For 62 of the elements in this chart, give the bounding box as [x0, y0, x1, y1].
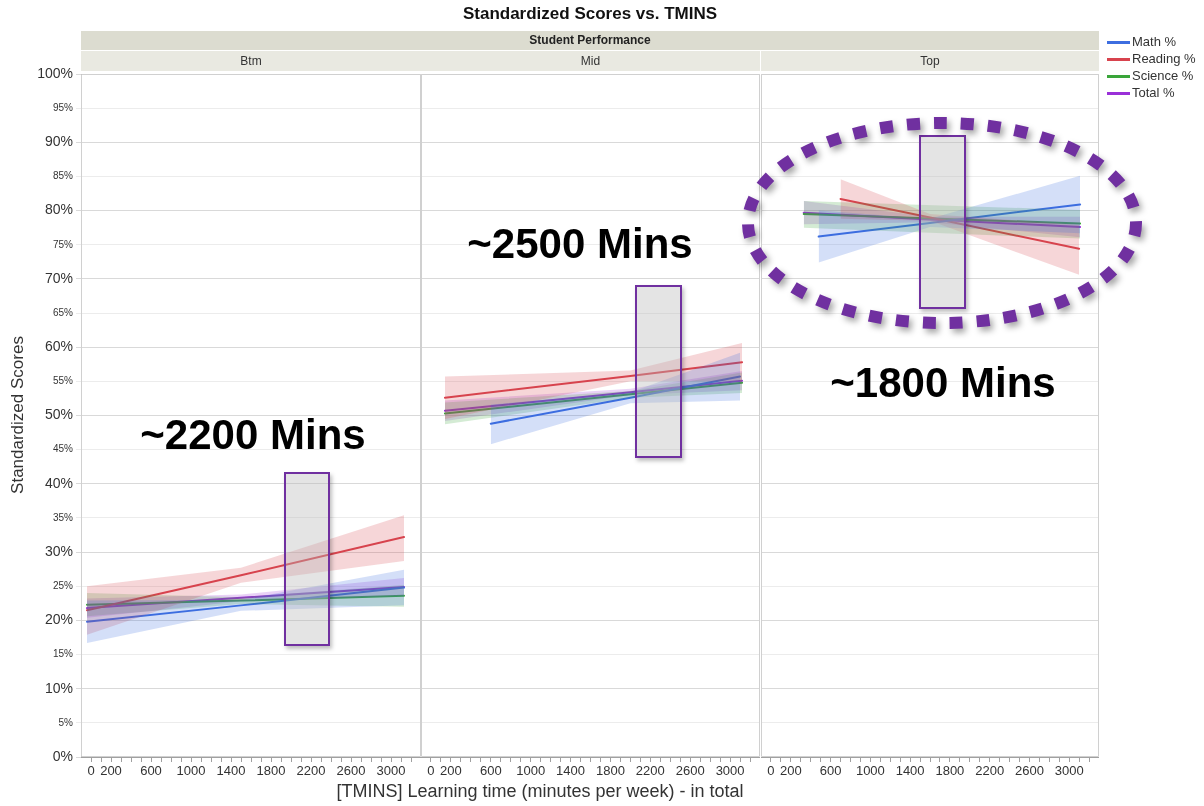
x-tick-label: 0 [87, 763, 95, 779]
chart-title: Standardized Scores vs. TMINS [461, 4, 719, 24]
y-tick-label: 80% [44, 201, 73, 218]
x-tick-label: 1400 [895, 763, 925, 779]
y-tick-label: 70% [44, 269, 73, 286]
x-tick-label: 1800 [256, 763, 286, 779]
y-tick-label: 55% [52, 375, 74, 387]
x-tick-label: 3000 [1054, 763, 1084, 779]
annotation: ~1800 Mins [829, 358, 1057, 408]
annotation: ~2500 Mins [466, 219, 694, 269]
y-tick-label: 65% [52, 306, 74, 318]
text: Mid [421, 51, 760, 71]
x-tick-label: 2200 [635, 763, 665, 779]
y-tick-label: 20% [44, 611, 73, 628]
x-tick-label: 2200 [296, 763, 326, 779]
y-tick-label: 35% [52, 511, 74, 523]
x-tick-label: 3000 [376, 763, 406, 779]
y-tick-label: 75% [52, 238, 74, 250]
x-tick-label: 200 [779, 763, 802, 779]
y-axis-title: Standardized Scores [8, 335, 28, 496]
y-tick-label: 0% [52, 747, 73, 764]
legend-label: Total % [1132, 85, 1175, 100]
x-tick-label: 1000 [516, 763, 546, 779]
chart-subtitle: Student Performance [81, 31, 1099, 50]
x-tick-label: 200 [440, 763, 462, 779]
x-tick-label: 1400 [216, 763, 246, 779]
y-tick-label: 5% [58, 716, 74, 728]
x-tick-label: 1400 [556, 763, 586, 779]
text: Btm [81, 51, 421, 71]
x-tick-label: 200 [100, 763, 122, 779]
y-tick-label: 30% [44, 542, 73, 559]
y-tick-label: 10% [44, 679, 73, 696]
x-tick-label: 1000 [855, 763, 885, 779]
annotation: ~2200 Mins [139, 410, 367, 460]
x-axis-title: [TMINS] Learning time (minutes per week) - in total [335, 781, 745, 802]
y-tick-label: 85% [52, 170, 74, 182]
y-tick-label: 100% [37, 64, 73, 81]
x-tick-label: 600 [479, 763, 502, 779]
y-tick-label: 45% [52, 443, 74, 455]
y-tick-label: 95% [52, 101, 74, 113]
y-tick-label: 60% [44, 338, 73, 355]
x-tick-label: 1000 [176, 763, 206, 779]
x-tick-label: 2600 [1014, 763, 1044, 779]
text: Top [761, 51, 1099, 71]
x-tick-label: 3000 [715, 763, 745, 779]
legend-label: Science % [1132, 68, 1194, 83]
x-tick-label: 1800 [935, 763, 965, 779]
x-tick-label: 2200 [975, 763, 1005, 779]
x-tick-label: 600 [140, 763, 162, 779]
y-tick-label: 90% [44, 133, 73, 150]
legend-label: Math % [1132, 34, 1177, 49]
x-tick-label: 0 [767, 763, 775, 779]
y-tick-label: 25% [52, 580, 74, 591]
x-tick-label: 2600 [336, 763, 366, 779]
x-tick-label: 2600 [675, 763, 705, 779]
legend-label: Reading % [1132, 51, 1196, 66]
x-tick-label: 0 [427, 763, 435, 779]
x-tick-label: 600 [819, 763, 842, 779]
y-tick-label: 50% [44, 406, 73, 423]
y-tick-label: 15% [52, 648, 74, 660]
x-tick-label: 1800 [595, 763, 625, 779]
y-tick-label: 40% [44, 474, 73, 491]
